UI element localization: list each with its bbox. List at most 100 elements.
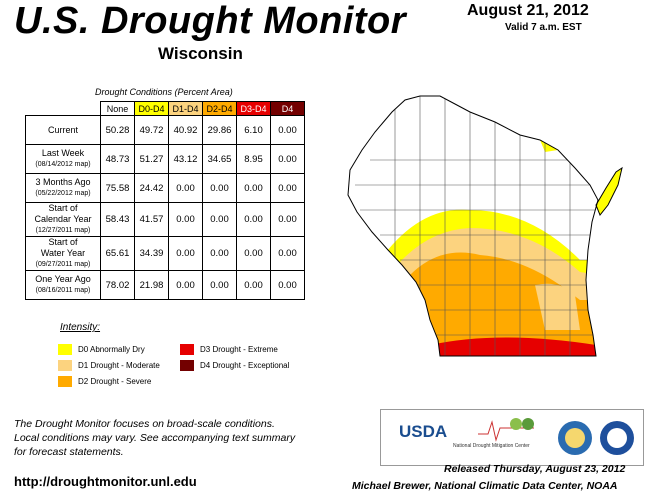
- legend-swatch: [180, 344, 194, 355]
- url[interactable]: http://droughtmonitor.unl.edu: [14, 474, 197, 489]
- note-line: Local conditions may vary. See accompany…: [14, 432, 296, 444]
- cell: 8.95: [236, 144, 271, 174]
- cell: 43.12: [168, 144, 203, 174]
- cell: 0.00: [236, 173, 271, 203]
- cell: 0.00: [202, 202, 237, 237]
- column-header: D4: [270, 101, 305, 116]
- conditions-table: None D0-D4 D1-D4 D2-D4 D3-D4 D4 Current 50.28 49…: [25, 101, 305, 300]
- legend-label: D2 Drought - Severe: [78, 377, 152, 386]
- header-row: None D0-D4 D1-D4 D2-D4 D3-D4 D4: [26, 101, 305, 116]
- ndmc-icon: [478, 418, 534, 442]
- legend-item: D4 Drought - Exceptional: [180, 360, 289, 371]
- legend-item: D0 Abnormally Dry: [58, 344, 145, 355]
- cell: 0.00: [236, 202, 271, 237]
- cell: 50.28: [100, 115, 135, 145]
- cell: 51.27: [134, 144, 169, 174]
- cell: 0.00: [270, 115, 305, 145]
- row-label: 3 Months Ago (05/22/2012 map): [25, 173, 101, 203]
- cell: 41.57: [134, 202, 169, 237]
- table-row: Last Week (08/14/2012 map) 48.73 51.27 43.12…: [25, 144, 305, 174]
- cell: 65.61: [100, 236, 135, 271]
- legend-item: D2 Drought - Severe: [58, 376, 151, 387]
- cell: 0.00: [270, 144, 305, 174]
- legend-swatch: [58, 360, 72, 371]
- title: U.S. Drought Monitor: [14, 0, 407, 42]
- legend-label: D0 Abnormally Dry: [78, 345, 145, 354]
- table-row: One Year Ago (08/16/2011 map) 78.02 21.98 0.…: [25, 270, 305, 300]
- column-header: D1-D4: [168, 101, 203, 116]
- row-label-line: (08/16/2011 map): [35, 287, 91, 294]
- row-label-line: (05/22/2012 map): [35, 190, 91, 197]
- cell: 0.00: [168, 236, 203, 271]
- logos: USDA National Drought Mitigation Center: [380, 409, 644, 466]
- row-label: Current: [25, 115, 101, 145]
- usda-logo: USDA: [399, 422, 448, 441]
- cell: 0.00: [270, 270, 305, 300]
- cell: 0.00: [236, 270, 271, 300]
- cell: 0.00: [270, 236, 305, 271]
- cell: 24.42: [134, 173, 169, 203]
- legend-title: Intensity:: [60, 322, 101, 333]
- cell: 49.72: [134, 115, 169, 145]
- valid-time: Valid 7 a.m. EST: [505, 22, 582, 33]
- row-label-line: Start of: [48, 203, 78, 213]
- cell: 34.65: [202, 144, 237, 174]
- cell: 40.92: [168, 115, 203, 145]
- row-label-line: (08/14/2012 map): [35, 161, 91, 168]
- row-label-line: Last Week: [41, 148, 85, 158]
- legend-swatch: [58, 344, 72, 355]
- cell: 0.00: [202, 173, 237, 203]
- legend-item: D3 Drought - Extreme: [180, 344, 278, 355]
- row-label: Start of Water Year (09/27/2011 map): [25, 236, 101, 271]
- author: Michael Brewer, National Climatic Data C…: [352, 480, 618, 492]
- legend-swatch: [58, 376, 72, 387]
- table-row: 3 Months Ago (05/22/2012 map) 75.58 24.42 0.…: [25, 173, 305, 203]
- cell: 0.00: [202, 270, 237, 300]
- table-row: Start of Water Year (09/27/2011 map) 65.61 3…: [25, 236, 305, 271]
- table-row: Current 50.28 49.72 40.92 29.86 6.10 0.00: [25, 115, 305, 145]
- date: August 21, 2012: [467, 2, 589, 19]
- legend-label: D3 Drought - Extreme: [200, 345, 278, 354]
- agency-seals: [558, 421, 634, 455]
- legend-label: D4 Drought - Exceptional: [200, 361, 290, 370]
- state-name: Wisconsin: [158, 44, 243, 63]
- cell: 0.00: [202, 236, 237, 271]
- column-header: None: [100, 101, 135, 116]
- corner: [26, 102, 101, 116]
- cell: 29.86: [202, 115, 237, 145]
- cell: 6.10: [236, 115, 271, 145]
- row-label: One Year Ago (08/16/2011 map): [25, 270, 101, 300]
- cell: 78.02: [100, 270, 135, 300]
- row-label-line: One Year Ago: [35, 274, 91, 284]
- map: [347, 95, 623, 357]
- cell: 0.00: [168, 202, 203, 237]
- cell: 0.00: [168, 270, 203, 300]
- cell: 0.00: [168, 173, 203, 203]
- note-line: The Drought Monitor focuses on broad-sca…: [14, 418, 275, 430]
- table-caption: Drought Conditions (Percent Area): [95, 87, 233, 97]
- column-header: D2-D4: [202, 101, 237, 116]
- table-row: Start of Calendar Year (12/27/2011 map) 58.…: [25, 202, 305, 237]
- row-label-line: (12/27/2011 map): [35, 227, 91, 234]
- row-label-line: Water Year: [40, 248, 86, 258]
- legend-item: D1 Drought - Moderate: [58, 360, 160, 371]
- release-date: Released Thursday, August 23, 2012: [444, 463, 626, 475]
- cell: 21.98: [134, 270, 169, 300]
- note-line: for forecast statements.: [14, 446, 124, 458]
- ndmc-logo: National Drought Mitigation Center: [453, 443, 530, 449]
- cell: 75.58: [100, 173, 135, 203]
- cell: 58.43: [100, 202, 135, 237]
- row-label: Last Week (08/14/2012 map): [25, 144, 101, 174]
- legend-swatch: [180, 360, 194, 371]
- cell: 0.00: [236, 236, 271, 271]
- column-header: D0-D4: [134, 101, 169, 116]
- row-label: Start of Calendar Year (12/27/2011 map): [25, 202, 101, 237]
- row-label-line: Start of: [48, 237, 78, 247]
- cell: 0.00: [270, 202, 305, 237]
- row-label-line: Calendar Year: [34, 214, 92, 224]
- cell: 0.00: [270, 173, 305, 203]
- row-label-line: Current: [47, 124, 78, 135]
- column-header: D3-D4: [236, 101, 271, 116]
- row-label-line: 3 Months Ago: [35, 177, 91, 187]
